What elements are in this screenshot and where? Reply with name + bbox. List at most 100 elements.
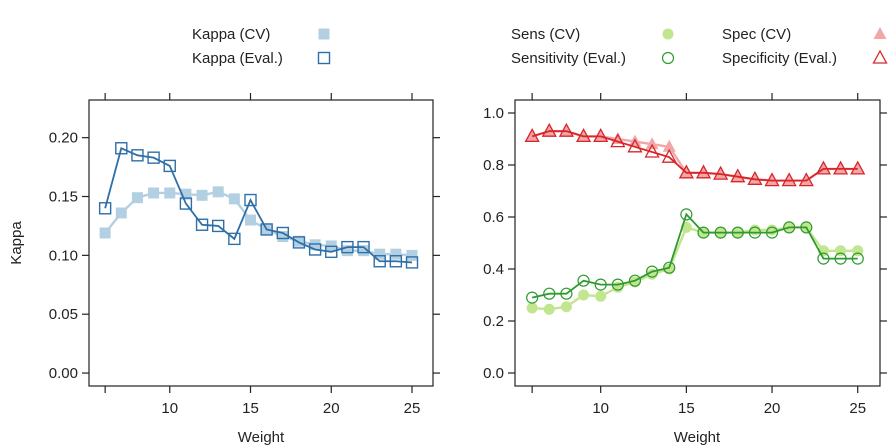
point-spec-cv-20	[765, 173, 779, 186]
point-specificity-eval-22	[798, 172, 814, 187]
point-kappa-eval-10	[163, 159, 176, 173]
sens-spec-x-tick-label: 15	[678, 400, 695, 417]
point-spec-cv-19	[748, 172, 762, 185]
series-sensitivity-eval	[526, 208, 864, 304]
point-specificity-eval-7	[541, 122, 557, 137]
kappa-x-tick-label: 20	[323, 400, 340, 417]
point-sensitivity-eval-18	[731, 226, 744, 239]
point-specificity-eval-14	[661, 148, 677, 163]
point-spec-cv-10	[594, 129, 608, 142]
series-kappa-cv	[99, 186, 418, 261]
point-kappa-cv-25	[406, 249, 418, 261]
kappa-x-tick-label: 10	[161, 400, 178, 417]
legend-key-spec-cv	[873, 27, 887, 39]
legend-key-sensitivity-eval	[661, 51, 675, 65]
legend-label-sens-cv: Sens (CV)	[511, 26, 580, 43]
point-kappa-eval-22	[357, 240, 370, 254]
kappa-y-tick-label: 0.10	[49, 247, 78, 264]
point-kappa-cv-24	[390, 248, 402, 260]
line-kappa-eval	[104, 147, 413, 264]
series-sens-cv	[526, 221, 864, 315]
point-sensitivity-eval-21	[783, 221, 796, 234]
sens-spec-x-tick-label: 25	[849, 400, 866, 417]
point-specificity-eval-10	[593, 128, 609, 143]
point-kappa-cv-17	[277, 231, 289, 243]
point-specificity-eval-9	[575, 128, 592, 143]
kappa-y-tick-label: 0.05	[49, 306, 78, 323]
point-sens-cv-20	[766, 224, 778, 236]
point-sensitivity-eval-24	[834, 252, 847, 265]
point-specificity-eval-23	[815, 160, 832, 175]
point-sens-cv-7	[543, 303, 555, 315]
kappa-plot-frame	[88, 99, 434, 387]
point-specificity-eval-13	[644, 143, 660, 158]
point-sensitivity-eval-9	[577, 274, 590, 287]
point-kappa-eval-16	[260, 223, 273, 236]
point-specificity-eval-20	[764, 172, 780, 187]
series-kappa-eval	[98, 142, 419, 269]
sens-spec-y-tick-label: 0.2	[483, 313, 504, 330]
point-specificity-eval-24	[832, 160, 849, 175]
point-sensitivity-eval-15	[680, 208, 693, 221]
point-specificity-eval-19	[747, 170, 763, 185]
sens-spec-y-tick-label: 1.0	[483, 105, 504, 122]
point-specificity-eval-16	[695, 164, 712, 179]
point-kappa-cv-7	[115, 207, 127, 219]
point-specificity-eval-15	[678, 164, 694, 179]
point-spec-cv-9	[577, 129, 591, 142]
sens-spec-x-tick-label: 20	[764, 400, 781, 417]
point-sensitivity-eval-19	[748, 226, 762, 239]
point-sensitivity-eval-6	[526, 291, 539, 304]
point-specificity-eval-12	[627, 138, 643, 153]
point-spec-cv-14	[662, 139, 676, 152]
point-kappa-cv-12	[196, 189, 208, 201]
point-kappa-eval-21	[341, 240, 354, 254]
kappa-y-axis-label: Kappa	[8, 221, 25, 265]
point-specificity-eval-6	[524, 128, 540, 143]
point-kappa-cv-6	[99, 227, 111, 239]
point-spec-cv-7	[542, 124, 556, 137]
point-sensitivity-eval-11	[611, 278, 624, 291]
sens-spec-legend: Sens (CV) Sensitivity (Eval.) Spec (CV) Spe…	[511, 26, 888, 67]
series-specificity-eval	[524, 122, 866, 187]
point-kappa-eval-17	[276, 226, 290, 240]
point-kappa-cv-10	[164, 187, 176, 199]
point-kappa-cv-21	[341, 245, 353, 257]
legend-key-specificity-eval	[872, 49, 888, 64]
point-kappa-eval-9	[147, 151, 160, 164]
sens-spec-y-tick-label: 0.8	[483, 157, 504, 174]
kappa-series	[98, 142, 419, 269]
point-sensitivity-eval-22	[800, 221, 813, 234]
point-specificity-eval-11	[610, 133, 626, 148]
kappa-x-axis-label: Weight	[238, 429, 285, 446]
kappa-axes: 10 15 20 25 0.00 0.05 0.10 0.15 0.20	[49, 93, 440, 417]
point-kappa-cv-8	[131, 192, 143, 204]
point-kappa-eval-23	[373, 255, 386, 268]
point-sens-cv-14	[663, 263, 675, 275]
point-sensitivity-eval-14	[663, 261, 676, 274]
kappa-x-tick-label: 25	[404, 400, 421, 417]
legend-key-kappa-eval	[317, 51, 331, 65]
point-sensitivity-eval-10	[594, 278, 607, 291]
point-kappa-cv-22	[358, 245, 370, 257]
point-sens-cv-6	[526, 302, 538, 314]
point-specificity-eval-25	[850, 160, 866, 175]
point-kappa-eval-11	[179, 197, 193, 210]
sens-spec-plot-frame	[514, 99, 881, 387]
point-kappa-cv-13	[212, 186, 224, 198]
point-sensitivity-eval-25	[851, 252, 864, 265]
line-specificity-eval	[531, 130, 858, 182]
point-kappa-eval-24	[389, 255, 403, 268]
point-kappa-cv-23	[374, 248, 386, 260]
line-sensitivity-eval	[531, 212, 858, 299]
sens-spec-panel: Sens (CV) Sensitivity (Eval.) Spec (CV) Spe…	[483, 26, 888, 446]
point-specificity-eval-8	[558, 122, 574, 137]
sens-spec-x-axis-label: Weight	[674, 429, 721, 446]
point-spec-cv-8	[559, 124, 573, 137]
legend-label-kappa-eval: Kappa (Eval.)	[192, 50, 283, 67]
point-kappa-cv-9	[148, 187, 160, 199]
kappa-y-tick-label: 0.20	[49, 130, 78, 147]
point-kappa-eval-18	[292, 236, 306, 249]
point-spec-cv-18	[731, 169, 745, 182]
